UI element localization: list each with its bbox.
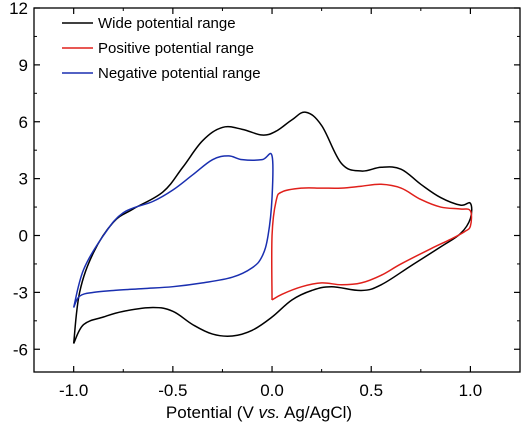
x-tick-label: 1.0 — [459, 381, 483, 400]
legend: Wide potential range Positive potential r… — [62, 15, 261, 82]
x-axis-title-italic-part: vs. — [259, 403, 281, 422]
x-tick-label: -0.5 — [158, 381, 187, 400]
x-axis-title: Potential (V vs. Ag/AgCl) — [166, 403, 352, 422]
legend-label-2: Positive potential range — [98, 40, 254, 57]
series-layer — [72, 111, 473, 344]
x-tick-label: 0.0 — [260, 381, 284, 400]
y-tick-label: 6 — [19, 113, 28, 132]
legend-label-3: Negative potential range — [98, 65, 261, 82]
x-tick-label: -1.0 — [59, 381, 88, 400]
y-tick-label: 12 — [9, 0, 28, 18]
x-axis-title-part: Potential (V — [166, 403, 259, 422]
y-tick-label: 3 — [19, 170, 28, 189]
x-tick-label: 0.5 — [359, 381, 383, 400]
legend-label-1: Wide potential range — [98, 15, 236, 32]
series-line-3 — [72, 152, 274, 308]
series-line-2 — [270, 183, 473, 301]
y-tick-label: -3 — [13, 283, 28, 302]
y-tick-label: 0 — [19, 227, 28, 246]
ticks-layer: -1.0 -0.5 0.0 0.5 1.0 -6 -3 0 3 6 9 12 — [9, 0, 520, 400]
y-tick-label: -6 — [13, 340, 28, 359]
plot-frame — [33, 7, 521, 373]
x-axis-title-part: Ag/AgCl) — [280, 403, 352, 422]
series-line-1 — [72, 111, 473, 344]
y-tick-label: 9 — [19, 56, 28, 75]
